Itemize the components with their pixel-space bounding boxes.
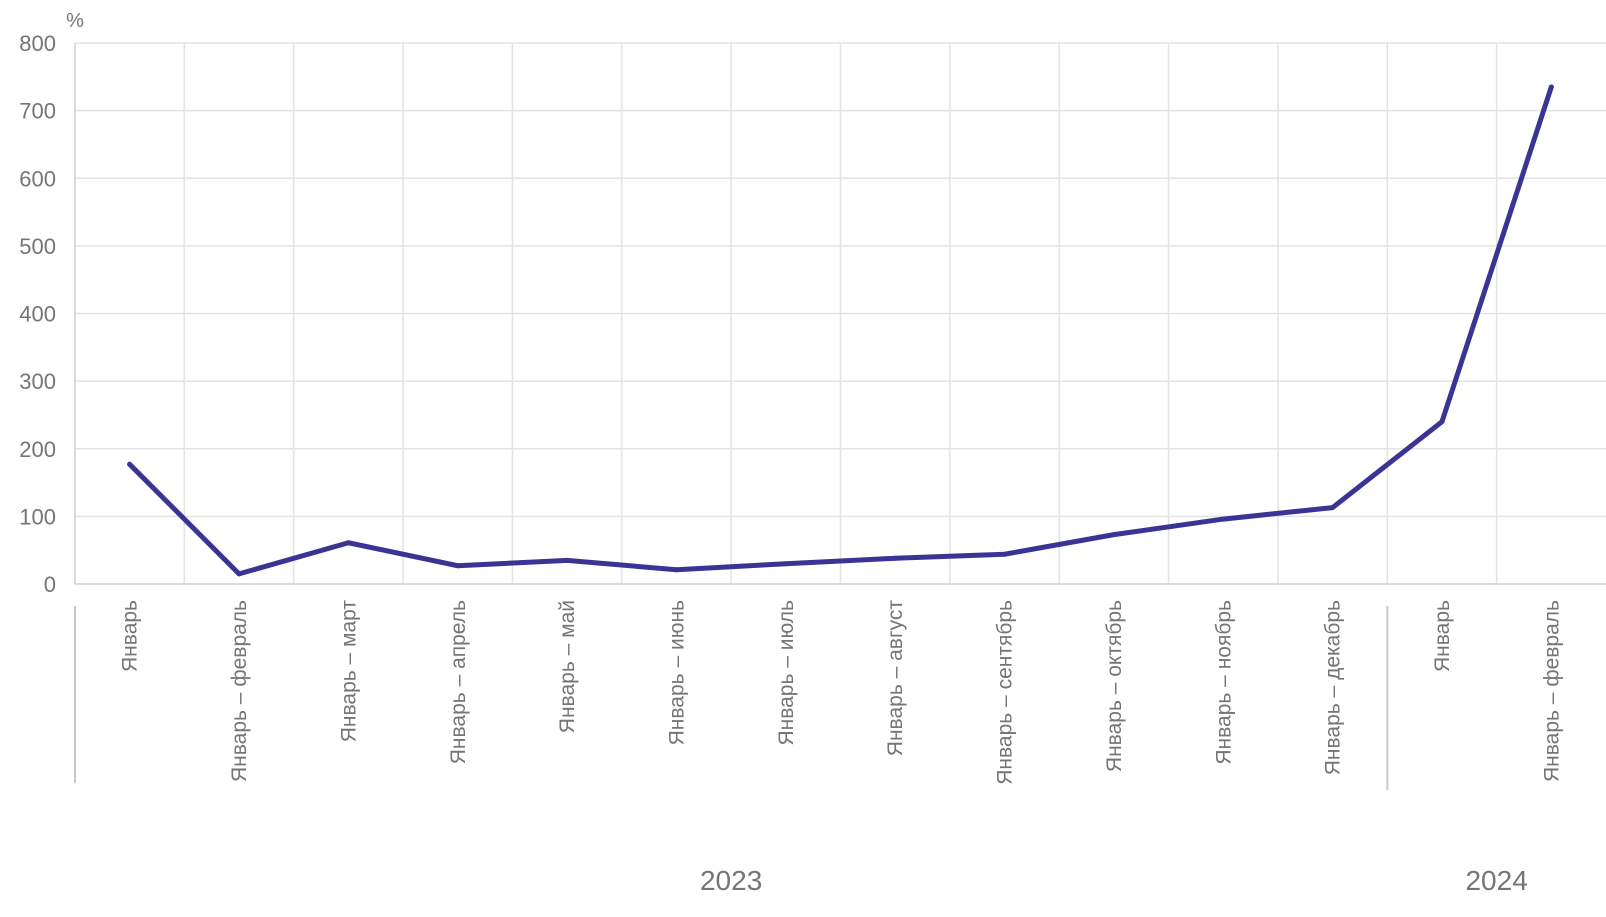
y-tick-label: 400 (19, 302, 56, 327)
x-tick-label: Январь – май (556, 600, 579, 733)
y-tick-label: 200 (19, 437, 56, 462)
x-tick-label: Январь – февраль (1540, 600, 1563, 782)
y-tick-label: 700 (19, 99, 56, 124)
x-tick-label: Январь – октябрь (1103, 600, 1126, 772)
x-tick-label: Январь – июль (775, 600, 798, 746)
y-axis-unit: % (66, 10, 84, 32)
series-line (127, 84, 1554, 577)
data-point (1439, 419, 1445, 425)
x-tick-label: Январь – август (884, 600, 907, 757)
x-tick-label: Январь – апрель (447, 600, 470, 764)
data-point (455, 563, 461, 569)
x-tick-label: Январь – сентябрь (994, 600, 1017, 785)
y-tick-label: 500 (19, 234, 56, 259)
x-tick-label: Январь – февраль (228, 600, 251, 782)
y-tick-label: 600 (19, 166, 56, 191)
data-point (564, 557, 570, 563)
data-point (1548, 84, 1554, 90)
group-label: 2023 (700, 865, 762, 896)
x-tick-label: Январь – март (337, 600, 360, 743)
data-point (892, 555, 898, 561)
grid-lines (75, 42, 1606, 584)
data-point (1111, 532, 1117, 538)
data-point (236, 571, 242, 577)
series-lines (127, 84, 1554, 577)
x-tick-label: Январь – ноябрь (1212, 600, 1235, 765)
axes (74, 43, 1606, 790)
data-point (1330, 505, 1336, 511)
y-tick-label: 100 (19, 504, 56, 529)
data-point (1002, 551, 1008, 557)
x-tick-label: Январь – декабрь (1322, 600, 1345, 775)
group-label: 2024 (1465, 865, 1527, 896)
x-tick-label: Январь – июнь (665, 600, 688, 745)
axis-labels: 0 100 200 300 400 500 600 700 800 Январь Январь – … (19, 31, 1563, 896)
data-point (127, 461, 133, 467)
y-tick-label: 0 (44, 572, 56, 597)
y-tick-label: 800 (19, 31, 56, 56)
x-tick-label: Январь (1431, 600, 1454, 672)
data-point (345, 540, 351, 546)
y-tick-label: 300 (19, 369, 56, 394)
data-point (673, 567, 679, 573)
data-point (1220, 516, 1226, 522)
data-point (783, 561, 789, 567)
x-tick-label: Январь (119, 600, 142, 672)
